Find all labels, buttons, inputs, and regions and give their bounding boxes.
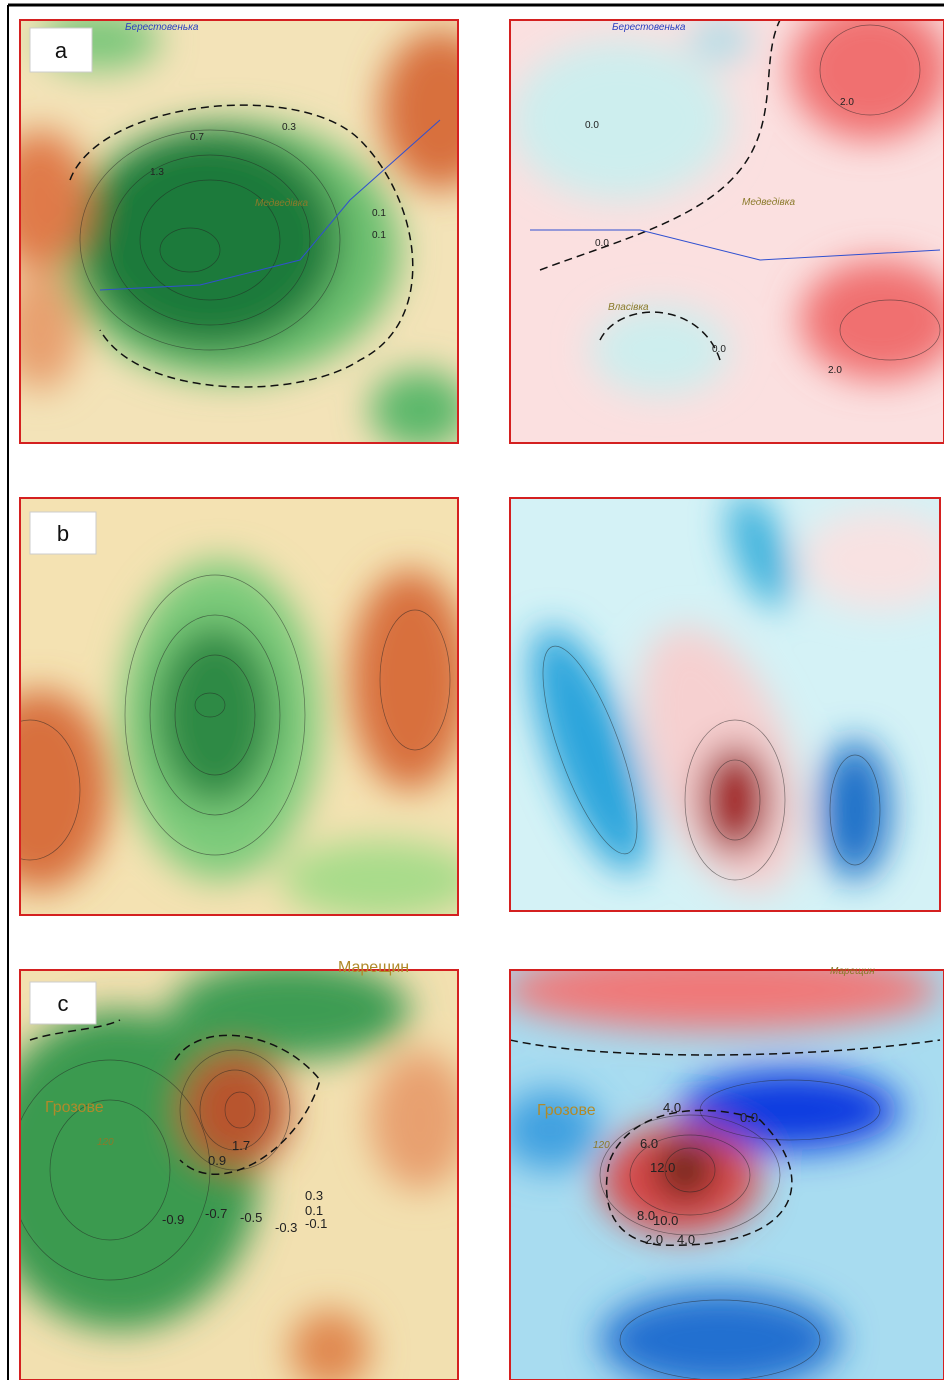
contour-label: 10.0: [653, 1213, 678, 1228]
contour-label: -0.7: [205, 1206, 227, 1221]
map-a-right: [510, 20, 944, 443]
place-name: Медведівка: [742, 197, 795, 208]
contour-label: 0.9: [208, 1153, 226, 1168]
contour-label: 4.0: [663, 1100, 681, 1115]
contour-label: 0.1: [372, 208, 386, 219]
contour-label: 0.0: [740, 1110, 758, 1125]
place-name: Марещин: [338, 959, 409, 976]
panel-label: a: [55, 38, 68, 63]
map-b-left: [20, 498, 458, 915]
map-c-left: [20, 970, 458, 1380]
contour-label: 6.0: [640, 1136, 658, 1151]
contour-label: 0.1: [305, 1203, 323, 1218]
contour-label: 2.0: [828, 365, 842, 376]
contour-label: 2.0: [840, 97, 854, 108]
contour-label: 0.7: [190, 132, 204, 143]
place-name: Грозове: [45, 1099, 104, 1116]
map-a-left: [20, 20, 458, 443]
place-name: 120: [97, 1137, 114, 1148]
place-name: 120: [593, 1140, 610, 1151]
contour-label: -0.9: [162, 1212, 184, 1227]
contour-label: 8.0: [637, 1208, 655, 1223]
contour-label: -0.1: [305, 1216, 327, 1231]
place-name: Власівка: [608, 302, 649, 313]
place-name: Медведівка: [255, 198, 308, 209]
place-name: Берестовенька: [125, 22, 199, 33]
contour-label: -0.5: [240, 1210, 262, 1225]
place-name: Марещин: [830, 966, 875, 977]
contour-label: 1.7: [232, 1138, 250, 1153]
contour-label: 0.3: [305, 1188, 323, 1203]
map-c-right: [510, 970, 944, 1380]
panel-label: b: [57, 521, 69, 546]
place-name: Берестовенька: [612, 22, 686, 33]
contour-label: 0.1: [372, 230, 386, 241]
panel-label: c: [58, 991, 69, 1016]
contour-label: 0.0: [585, 120, 599, 131]
contour-label: 12.0: [650, 1160, 675, 1175]
contour-label: 0.3: [282, 122, 296, 133]
contour-label: -0.3: [275, 1220, 297, 1235]
contour-label: 4.0: [677, 1232, 695, 1247]
contour-label: 1.3: [150, 167, 164, 178]
contour-label: 0.0: [712, 344, 726, 355]
contour-label: 0.0: [595, 238, 609, 249]
map-b-right: [510, 498, 940, 911]
contour-label: 2.0: [645, 1232, 663, 1247]
place-name: Грозове: [537, 1102, 596, 1119]
